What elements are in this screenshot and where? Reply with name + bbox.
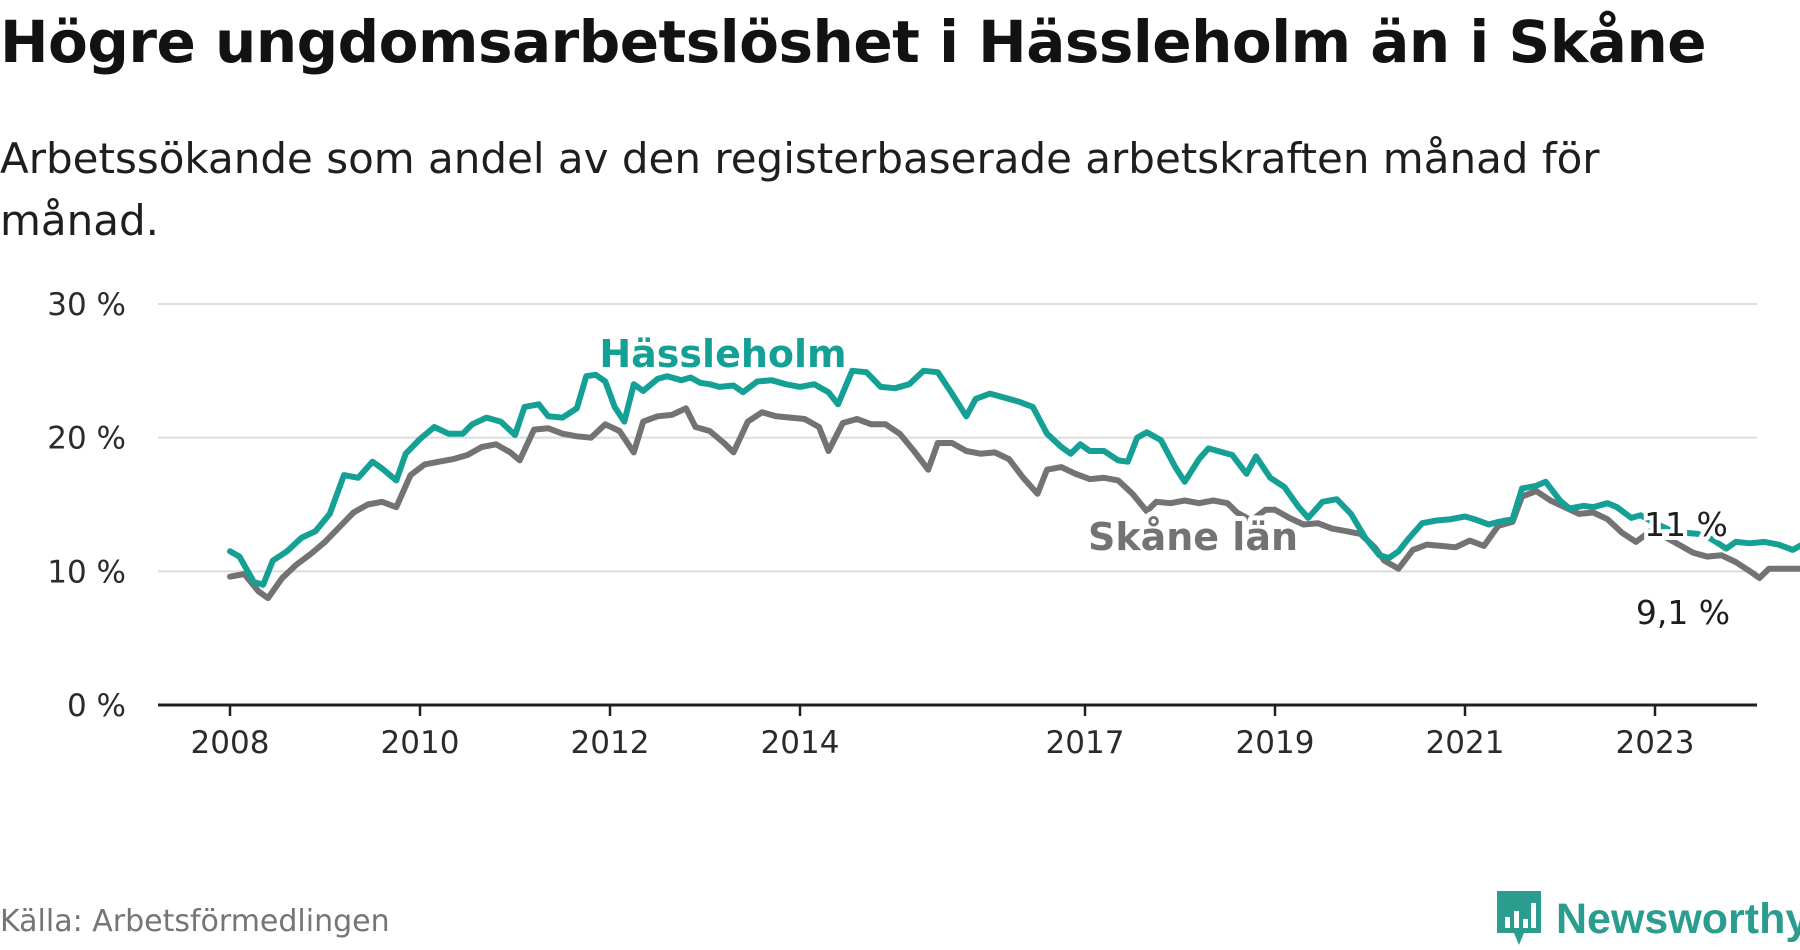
source-note: Källa: Arbetsförmedlingen bbox=[0, 904, 390, 939]
x-tick-label: 2008 bbox=[191, 725, 270, 761]
chart-subtitle: Arbetssökande som andel av den registerb… bbox=[0, 134, 1600, 245]
brand-logo: Newsworthy bbox=[1494, 888, 1800, 950]
line-chart: 0 % 10 % 20 % 30 % 2008 2010 2012 2014 2017 2019 2… bbox=[47, 287, 1800, 761]
brand-name: Newsworthy bbox=[1556, 894, 1800, 943]
x-tick-label: 2017 bbox=[1046, 725, 1125, 761]
x-tick-label: 2023 bbox=[1616, 725, 1695, 761]
x-tick-label: 2021 bbox=[1426, 725, 1505, 761]
x-tick-label: 2012 bbox=[571, 725, 650, 761]
end-label-hassleholm: 11 % bbox=[1644, 505, 1728, 544]
series-label-hassleholm: Hässleholm bbox=[599, 332, 846, 376]
x-tick-label: 2010 bbox=[381, 725, 460, 761]
series-line-skane bbox=[227, 405, 1800, 602]
series-line-hassleholm bbox=[227, 367, 1800, 588]
y-tick-label: 10 % bbox=[47, 554, 126, 590]
y-tick-label: 0 % bbox=[67, 688, 126, 724]
x-tick-label: 2014 bbox=[761, 725, 840, 761]
series-label-skane: Skåne län bbox=[1088, 515, 1298, 559]
y-tick-label: 20 % bbox=[47, 421, 126, 457]
end-label-skane: 9,1 % bbox=[1636, 593, 1730, 632]
chart-title: Högre ungdomsarbetslöshet i Hässleholm ä… bbox=[0, 8, 1707, 76]
newsworthy-logo-icon bbox=[1497, 891, 1541, 945]
y-tick-label: 30 % bbox=[47, 287, 126, 323]
x-tick-label: 2019 bbox=[1236, 725, 1315, 761]
